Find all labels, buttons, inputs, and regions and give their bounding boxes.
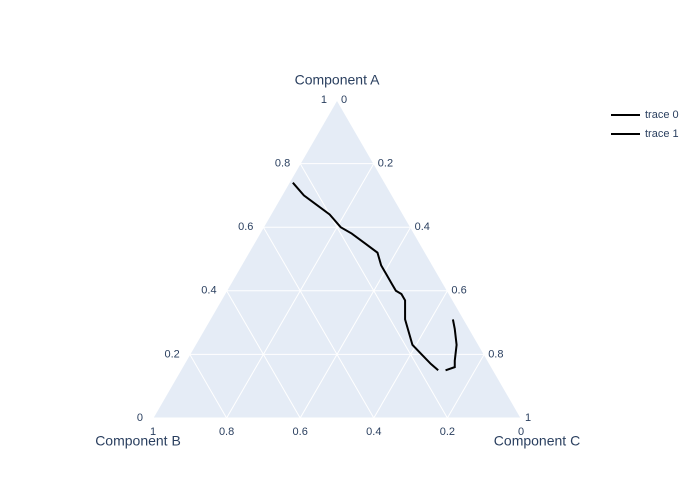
a-tick-label: 0 [137,412,143,424]
b-axis-title: Component B [95,433,181,449]
b-tick-label: 0.4 [366,426,381,438]
c-tick-label: 1 [525,412,531,424]
b-tick-label: 0.2 [440,426,455,438]
grid-line [189,354,228,419]
a-tick-label: 0.2 [165,348,180,360]
a-axis-title: Component A [295,72,380,88]
trace-line [445,319,458,372]
traces [292,182,458,372]
c-tick-label: 0.8 [488,348,503,360]
legend-label: trace 0 [645,109,679,121]
grid-line [446,354,485,419]
grid-line [152,99,338,419]
grid-line [373,290,448,419]
a-tick-label: 0.4 [201,285,216,297]
b-tick-label: 0 [518,426,524,438]
grid-line [262,226,375,419]
c-axis-title: Component C [494,433,580,449]
grid-line [226,163,375,419]
c-tick-label: 0.4 [415,221,430,233]
c-tick-label: 0.6 [451,285,466,297]
c-tick-label: 0.2 [378,158,393,170]
grid-line [336,99,522,419]
a-tick-label: 0.8 [275,158,290,170]
b-tick-label: 1 [150,426,156,438]
a-tick-label: 0.6 [238,221,253,233]
grid-line [299,226,412,419]
b-tick-label: 0.6 [293,426,308,438]
a-tick-label: 1 [321,94,327,106]
grid [152,99,522,419]
plot-area [153,100,521,418]
legend-label: trace 1 [645,128,679,140]
trace-line [292,182,439,372]
c-tick-label: 0 [341,94,347,106]
b-tick-label: 0.8 [219,426,234,438]
